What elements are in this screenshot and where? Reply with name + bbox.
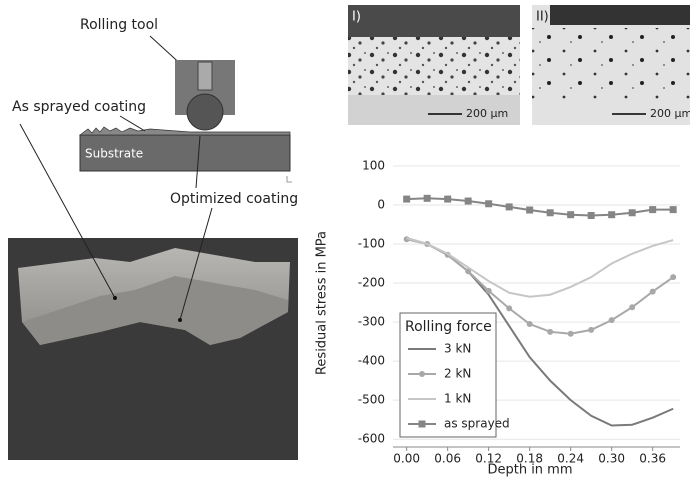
point: [465, 198, 472, 205]
legend-label: 2 kN: [444, 367, 471, 381]
chart: Depth in mm Residual stress in MPa 1000-…: [315, 158, 681, 477]
scale-label: 200 µm: [466, 107, 508, 120]
point: [424, 195, 431, 202]
tool-shaft: [198, 62, 212, 90]
x-tick-label: 0.24: [557, 452, 584, 466]
schematic: Rolling tool Substrate As sprayed coatin…: [12, 17, 298, 207]
x-tick-label: 0.06: [434, 452, 461, 466]
point: [113, 296, 117, 300]
micrograph: II) 200 µm: [532, 5, 690, 125]
point: [486, 288, 492, 294]
y-axis-label: Residual stress in MPa: [315, 231, 330, 375]
point: [485, 200, 492, 207]
micrograph-top: [348, 5, 520, 37]
micrograph-pores: [348, 37, 520, 95]
point: [547, 329, 553, 335]
point: [650, 289, 656, 295]
point: [568, 331, 574, 337]
point: [588, 327, 594, 333]
series-line: [407, 238, 674, 297]
label: Optimized coating: [170, 191, 298, 207]
scale-label: 200 µm: [650, 107, 690, 120]
point: [506, 305, 512, 311]
x-tick-label: 0.00: [393, 452, 420, 466]
tool-ball: [187, 94, 223, 130]
micrograph-pores: [532, 28, 690, 100]
point: [506, 203, 513, 210]
corner-mark: [287, 176, 292, 182]
legend-title: Rolling force: [405, 319, 492, 335]
coating: [80, 127, 290, 135]
y-tick-label: 100: [362, 158, 385, 172]
point: [567, 211, 574, 218]
micrograph: I) 200 µm: [348, 5, 520, 125]
x-tick-label: 0.18: [516, 452, 543, 466]
point: [527, 321, 533, 327]
y-tick-label: -400: [358, 354, 385, 368]
label: Substrate: [85, 147, 143, 161]
point: [444, 196, 451, 203]
legend-marker: [419, 421, 426, 428]
point: [609, 317, 615, 323]
y-tick-label: -300: [358, 315, 385, 329]
y-tick-label: -500: [358, 393, 385, 407]
point: [588, 212, 595, 219]
point: [608, 211, 615, 218]
y-tick-label: -100: [358, 236, 385, 250]
page: Rolling tool Substrate As sprayed coatin…: [0, 0, 690, 482]
y-tick-label: 0: [377, 197, 385, 211]
label: II): [536, 10, 549, 25]
point: [526, 207, 533, 214]
x-tick-label: 0.12: [475, 452, 502, 466]
point: [547, 209, 554, 216]
photo: [8, 124, 298, 460]
legend-label: as sprayed: [444, 417, 510, 431]
point: [178, 318, 182, 322]
label: Rolling tool: [80, 17, 158, 33]
point: [649, 206, 656, 213]
micrograph-top: [550, 5, 690, 25]
point: [670, 274, 676, 280]
x-tick-label: 0.30: [598, 452, 625, 466]
figure: Rolling tool Substrate As sprayed coatin…: [0, 0, 690, 482]
legend-marker: [419, 371, 425, 377]
point: [629, 304, 635, 310]
legend-label: 1 kN: [444, 392, 471, 406]
point: [670, 206, 677, 213]
point: [403, 196, 410, 203]
label: As sprayed coating: [12, 99, 146, 115]
point: [629, 209, 636, 216]
label: I): [352, 10, 361, 25]
x-tick-label: 0.36: [639, 452, 666, 466]
legend-label: 3 kN: [444, 342, 471, 356]
y-tick-label: -600: [358, 432, 385, 446]
y-tick-label: -200: [358, 276, 385, 290]
